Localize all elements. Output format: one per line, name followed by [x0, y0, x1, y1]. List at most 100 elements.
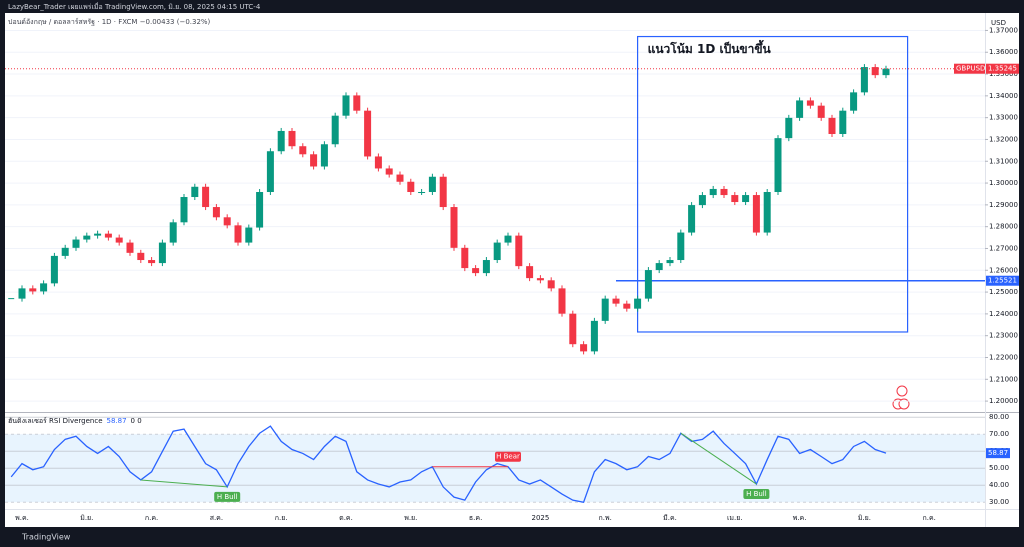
candle — [526, 266, 534, 279]
candle — [396, 174, 404, 182]
candle — [601, 298, 609, 321]
candle — [418, 192, 426, 194]
candle — [374, 156, 382, 169]
candle — [385, 168, 393, 175]
x-tick-label: พ.ค. — [793, 514, 807, 522]
currency: USD — [991, 19, 1006, 27]
symbol-tag — [954, 63, 985, 74]
y-tick-label: 1.33000 — [989, 114, 1018, 122]
candle — [104, 233, 112, 238]
divergence-line — [140, 479, 228, 488]
x-tick-label: มี.ค. — [663, 514, 677, 522]
signal-label: H Bull — [746, 490, 767, 498]
candle — [472, 268, 480, 274]
y-tick-label: 1.23000 — [989, 332, 1018, 340]
candle — [407, 181, 415, 193]
signal-tag — [214, 491, 241, 502]
y-tick-label: 1.28000 — [989, 223, 1018, 231]
indicator-params: 0 0 — [131, 417, 142, 425]
annotation-text: แนวโน้ม 1D เป็นขาขึ้น — [648, 39, 772, 56]
candle — [644, 270, 652, 299]
x-tick-label: พ.ค. — [15, 514, 29, 522]
candle — [569, 313, 577, 345]
x-tick-label: ก.ค. — [145, 514, 158, 522]
candle — [353, 95, 361, 111]
candle — [623, 303, 631, 309]
x-tick-label: ต.ค. — [339, 514, 353, 522]
y-tick-label: 80.00 — [989, 413, 1009, 421]
candle — [288, 130, 296, 147]
price-tag — [986, 63, 1019, 74]
y-tick-label: 1.37000 — [989, 26, 1018, 34]
candle — [310, 154, 318, 167]
candle — [331, 115, 339, 145]
x-tick-label: ส.ค. — [210, 514, 223, 522]
candle — [536, 278, 544, 281]
candle — [342, 95, 350, 116]
candle — [115, 237, 123, 243]
candle — [482, 260, 490, 274]
candle — [860, 67, 868, 93]
candle — [148, 260, 156, 264]
candle — [634, 298, 642, 309]
y-tick-label: 1.36000 — [989, 48, 1018, 56]
candle — [180, 197, 188, 223]
candle — [158, 242, 166, 264]
candle — [817, 105, 825, 118]
y-tick-label: 1.21000 — [989, 375, 1018, 383]
publisher-line: LazyBear_Trader เผยแพร่เมื่อ TradingView… — [8, 2, 261, 11]
candle — [742, 195, 750, 203]
candle — [580, 344, 588, 352]
y-tick-label: 1.26000 — [989, 266, 1018, 274]
candle — [245, 227, 253, 243]
y-tick-label: 50.00 — [989, 464, 1009, 472]
candle — [137, 252, 145, 261]
signal-tag — [495, 451, 521, 462]
indicator-value: 58.87 — [107, 417, 127, 425]
y-tick-label: 1.34000 — [989, 92, 1018, 100]
candle — [774, 138, 782, 193]
candle — [18, 288, 26, 299]
divergence-line — [680, 432, 757, 485]
candle — [320, 144, 328, 167]
annotation-box — [636, 35, 909, 333]
candle — [731, 195, 739, 203]
candle — [709, 188, 717, 196]
rsi-tag-label: 58.87 — [988, 449, 1008, 457]
candle — [677, 232, 685, 261]
candle — [212, 207, 220, 218]
candle — [547, 280, 555, 289]
candle — [277, 130, 285, 152]
logo: TradingView — [21, 533, 71, 542]
price-tag-label: 1.25521 — [988, 277, 1017, 285]
candle — [83, 235, 91, 240]
candle — [504, 235, 512, 243]
candle — [72, 239, 80, 248]
x-tick-label: มิ.ย. — [858, 514, 871, 522]
candle — [94, 233, 102, 236]
signal-label: H Bear — [496, 453, 520, 461]
y-tick-label: 1.22000 — [989, 353, 1018, 361]
candle — [655, 263, 663, 271]
candle — [40, 283, 48, 292]
x-tick-label: 2025 — [531, 514, 549, 522]
y-tick-label: 1.25000 — [989, 288, 1018, 296]
candle — [698, 195, 706, 206]
symbol-tag-label: GBPUSD — [956, 65, 985, 73]
candle — [428, 176, 436, 193]
candle — [450, 207, 458, 248]
candle — [364, 110, 372, 157]
y-tick-label: 1.29000 — [989, 201, 1018, 209]
y-tick-label: 1.35000 — [989, 70, 1018, 78]
x-tick-label: มิ.ย. — [80, 514, 93, 522]
candle — [763, 192, 771, 233]
candle — [882, 68, 890, 76]
y-tick-label: 1.27000 — [989, 244, 1018, 252]
candle — [461, 247, 469, 269]
candle — [202, 186, 210, 208]
candle — [612, 298, 620, 304]
x-tick-label: ก.พ. — [599, 514, 612, 522]
candle — [839, 110, 847, 135]
price-tag-label: 1.35245 — [988, 65, 1017, 73]
